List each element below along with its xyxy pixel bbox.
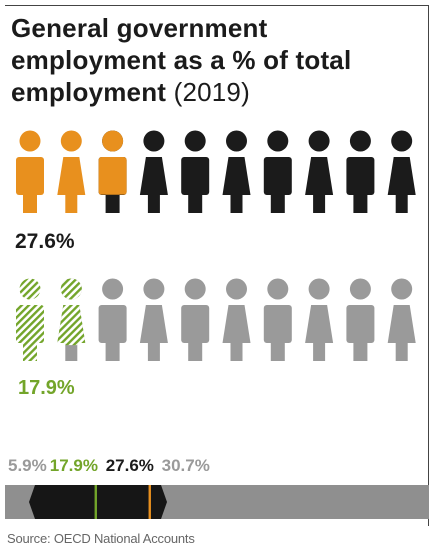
country-person-icon-5 xyxy=(181,130,210,213)
country-person-icon-4 xyxy=(139,130,168,213)
oecd-value-label: 17.9% xyxy=(14,375,81,402)
chart-frame xyxy=(5,5,429,526)
country-person-icon-9 xyxy=(346,130,375,213)
oecd-person-icon-4 xyxy=(139,278,168,361)
country-person-icon-2 xyxy=(57,130,86,213)
country-person-icon-1 xyxy=(16,130,44,213)
country-row xyxy=(16,130,416,213)
country-person-icon-3 xyxy=(98,130,127,213)
country-person-icon-10 xyxy=(387,130,416,213)
country-person-icon-8 xyxy=(305,130,334,213)
country-value-label: 27.6% xyxy=(15,230,75,253)
oecd-person-icon-10 xyxy=(387,278,416,361)
scale-label-min: 5.9% xyxy=(8,456,47,475)
country-person-icon-6 xyxy=(222,130,251,213)
range-bar-svg xyxy=(29,485,167,519)
range-marker-2 xyxy=(148,485,151,519)
title-text: General government employment as a % of … xyxy=(11,13,352,107)
oecd-person-icon-5 xyxy=(181,278,210,361)
oecd-person-icon-9 xyxy=(346,278,375,361)
range-marker-1 xyxy=(94,485,97,519)
scale-label-country: 27.6% xyxy=(105,456,154,475)
range-bar xyxy=(5,485,429,519)
oecd-person-icon-1 xyxy=(16,278,44,361)
oecd-person-icon-6 xyxy=(222,278,251,361)
title-year: (2019) xyxy=(173,77,250,107)
source-note: Source: OECD National Accounts xyxy=(7,531,195,546)
oecd-person-icon-7 xyxy=(263,278,292,361)
chart-title: General government employment as a % of … xyxy=(11,12,411,108)
range-band xyxy=(29,485,167,519)
scale-label-oecd: 17.9% xyxy=(49,456,98,475)
scale-labels: 5.9% 17.9% 27.6% 30.7% xyxy=(8,456,213,476)
oecd-person-icon-8 xyxy=(305,278,334,361)
oecd-person-icon-3 xyxy=(98,278,127,361)
scale-label-max: 30.7% xyxy=(161,456,210,475)
oecd-person-icon-2 xyxy=(57,278,86,361)
country-person-icon-7 xyxy=(263,130,292,213)
oecd-row xyxy=(16,278,416,361)
